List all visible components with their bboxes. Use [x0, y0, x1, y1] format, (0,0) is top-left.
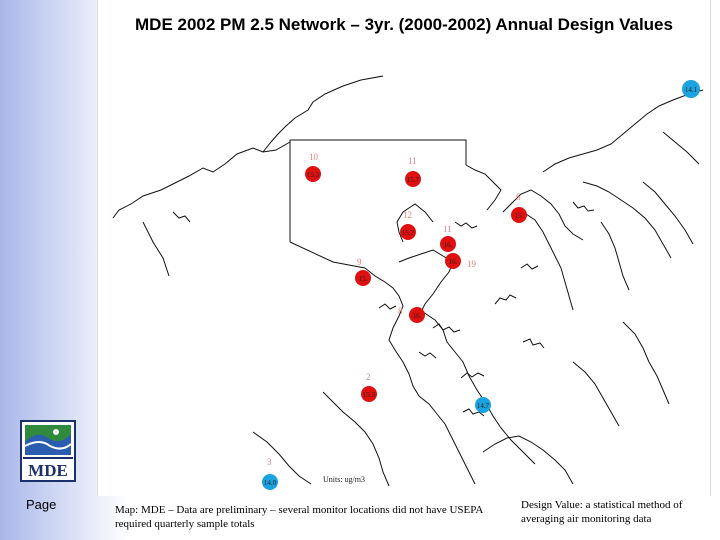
monitor-value-label: 15.3: [363, 391, 376, 399]
monitor-id-label: 10: [309, 152, 319, 162]
monitor-3[interactable]: 3 14.0: [262, 457, 278, 490]
monitor-value-label: 15.7: [407, 176, 420, 184]
monitor-value-label: 15.: [515, 212, 524, 220]
monitor-blue-south[interactable]: 14.7: [475, 397, 491, 413]
monitor-id-label: 2: [366, 372, 371, 382]
monitor-value-label: 14.1: [685, 86, 698, 94]
monitor-id-label: 8: [398, 306, 403, 316]
monitor-9[interactable]: 9 15.: [355, 257, 371, 286]
monitor-id-label: 19: [467, 259, 477, 269]
page-label: Page: [26, 497, 57, 512]
monitor-value-label: 15.: [359, 275, 368, 283]
monitor-marker: [361, 386, 377, 402]
monitor-marker: [682, 80, 700, 98]
monitor-id-label: 3: [267, 457, 272, 467]
monitor-marker: [445, 253, 461, 269]
map-frame: [97, 0, 711, 496]
monitor-value-label: 15.3: [307, 171, 320, 179]
monitor-19[interactable]: 16. 19: [445, 253, 477, 269]
monitor-11-a[interactable]: 11 15.7: [405, 156, 421, 187]
monitor-marker: [405, 171, 421, 187]
slide-title: MDE 2002 PM 2.5 Network – 3yr. (2000-200…: [135, 15, 673, 34]
map-linework: [112, 75, 704, 487]
monitor-map: 10 15.3 11 15.7 6 15. 12 15.7 11 16. 16.…: [112, 75, 704, 490]
monitor-id-label: 12: [403, 210, 412, 220]
monitor-marker: [475, 397, 491, 413]
monitor-8[interactable]: 8 16.: [398, 306, 425, 323]
monitor-6[interactable]: 6 15.: [511, 192, 527, 223]
monitor-10-a[interactable]: 10 15.3: [305, 152, 321, 182]
monitor-marker: [440, 236, 456, 252]
monitor-id-label: 11: [408, 156, 417, 166]
monitor-blue-northeast[interactable]: 14.1: [682, 80, 700, 98]
monitor-id-label: 9: [357, 257, 362, 267]
map-caption: Map: MDE – Data are preliminary – severa…: [115, 504, 483, 530]
logo-text: MDE: [28, 461, 68, 480]
monitor-marker: [262, 474, 278, 490]
monitor-marker: [511, 207, 527, 223]
monitor-12[interactable]: 12 15.7: [400, 210, 416, 240]
mde-logo: MDE: [20, 420, 76, 482]
monitor-value-label: 14.7: [477, 402, 490, 410]
monitor-id-label: 11: [443, 224, 452, 234]
monitor-value-label: 16.: [413, 312, 422, 320]
monitor-value-label: 16.: [449, 258, 458, 266]
monitor-marker: [305, 166, 321, 182]
monitor-marker: [400, 224, 416, 240]
map-units-label: Units: ug/m3: [323, 475, 365, 484]
monitor-2[interactable]: 2 15.3: [361, 372, 377, 402]
monitor-id-label: 6: [516, 192, 521, 202]
design-value-note: Design Value: a statistical method of av…: [521, 499, 683, 525]
monitor-11-b[interactable]: 11 16.: [440, 224, 456, 252]
monitor-value-label: 15.7: [402, 229, 415, 237]
monitor-value-label: 16.: [444, 241, 453, 249]
monitor-marker: [355, 270, 371, 286]
mde-logo-graphic: MDE: [20, 420, 76, 482]
monitor-marker: [409, 307, 425, 323]
monitor-value-label: 14.0: [264, 479, 277, 487]
